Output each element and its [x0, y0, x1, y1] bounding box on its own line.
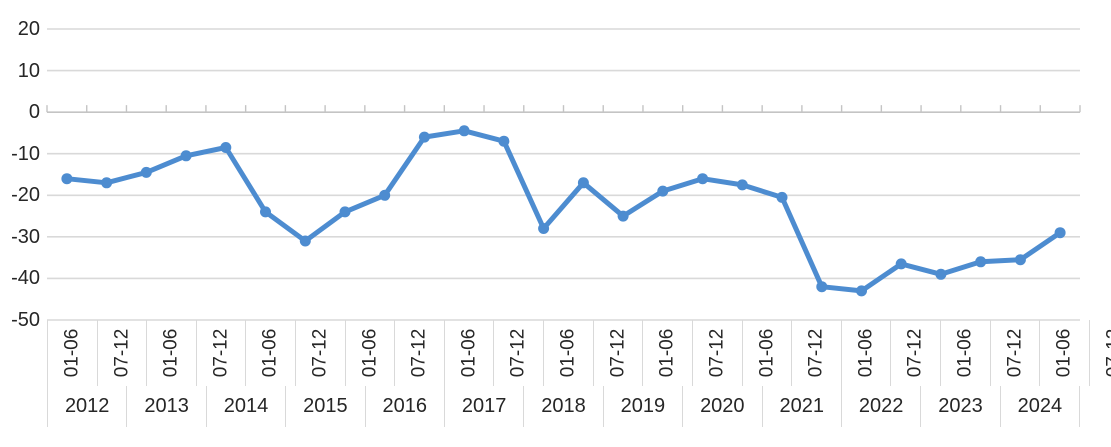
x-halfyear-label: 01-06: [61, 328, 83, 378]
data-point: [61, 173, 73, 185]
y-axis-tick-label: -10: [11, 142, 40, 165]
x-halfyear-label: 01-06: [160, 328, 182, 378]
x-axis: 01-06 07-12 01-06 07-12 01-06 07-12 01-06 07-12…: [47, 320, 1111, 427]
y-axis-tick-label: -50: [11, 308, 40, 331]
x-halfyear-label: 07-12: [408, 328, 430, 378]
data-point: [299, 235, 311, 247]
x-halfyear-cell: 07-12: [98, 320, 148, 386]
data-point: [418, 131, 430, 143]
x-halfyear-label: 07-12: [210, 328, 232, 378]
x-year-label: 2014: [207, 386, 287, 427]
x-halfyear-label: 01-06: [259, 328, 281, 378]
x-halfyear-label: 07-12: [1003, 328, 1025, 378]
x-year-label: 2016: [366, 386, 445, 427]
data-point: [1014, 254, 1026, 266]
x-year-label: 2013: [127, 386, 207, 427]
data-point: [895, 258, 907, 270]
x-halfyear-label: 07-12: [507, 328, 529, 378]
x-halfyear-cell: 01-06: [544, 320, 594, 386]
data-point: [816, 281, 828, 293]
data-point: [856, 285, 867, 297]
x-halfyear-label: 07-12: [110, 328, 132, 378]
data-line: [64, 128, 1063, 294]
x-halfyear-cell: 07-12: [594, 320, 644, 386]
x-halfyear-label: 01-06: [755, 328, 777, 378]
y-axis-tick-label: 0: [28, 101, 40, 124]
x-halfyear-cell: 07-12: [792, 320, 842, 386]
y-axis-tick-label: -40: [11, 267, 40, 290]
x-halfyear-cell: 01-06: [346, 320, 396, 386]
data-point: [101, 177, 113, 189]
x-halfyear-cell: 07-12: [891, 320, 941, 386]
x-halfyear-cell: 01-06: [48, 320, 98, 386]
x-halfyear-label: 07-12: [309, 328, 331, 378]
x-year-label: 2024: [1001, 386, 1081, 427]
data-point: [617, 210, 629, 222]
x-halfyear-cell: 01-06: [445, 320, 495, 386]
data-point: [577, 177, 589, 189]
data-point: [776, 191, 788, 203]
x-year-label: 2020: [683, 386, 763, 427]
data-point: [975, 256, 987, 268]
x-year-label: 2017: [445, 386, 525, 427]
data-point: [260, 206, 271, 218]
x-halfyear-label: 07-12: [706, 328, 728, 378]
data-point: [498, 135, 510, 147]
x-year-label: 2019: [604, 386, 684, 427]
data-point: [458, 125, 470, 137]
data-point: [379, 189, 391, 201]
x-halfyear-label: 01-06: [855, 328, 877, 378]
x-halfyear-cell: 01-06: [1040, 320, 1090, 386]
x-halfyear-cell: 07-12: [395, 320, 445, 386]
x-halfyear-label: 07-12: [904, 328, 926, 378]
x-year-label: 2021: [763, 386, 842, 427]
x-halfyear-label: 01-06: [1053, 328, 1075, 378]
data-point: [339, 206, 351, 218]
x-halfyear-cell: 01-06: [643, 320, 693, 386]
data-point: [220, 142, 232, 153]
x-halfyear-cell: 01-06: [743, 320, 793, 386]
x-halfyear-cell: 01-06: [842, 320, 892, 386]
x-halfyear-cell: 07-12: [197, 320, 247, 386]
x-halfyear-label: 01-06: [954, 328, 976, 378]
x-axis-year-row: 2012 2013 2014 2015 2016 2017 2018 2019 2020 2021…: [47, 386, 1081, 427]
data-point: [736, 179, 748, 191]
x-halfyear-cell: 01-06: [246, 320, 297, 386]
x-halfyear-label: 01-06: [656, 328, 678, 378]
x-halfyear-cell: 01-06: [147, 320, 197, 386]
x-halfyear-label: 07-12: [1103, 328, 1111, 378]
data-point: [180, 150, 192, 162]
x-year-label: 2018: [524, 386, 604, 427]
x-halfyear-cell: 07-12: [991, 320, 1041, 386]
x-year-label: 2012: [48, 386, 128, 427]
y-axis-labels: 20 10 0 -10 -20 -30 -40 -50: [0, 0, 40, 340]
data-point: [657, 185, 669, 197]
x-halfyear-cell: 07-12: [296, 320, 346, 386]
y-axis-tick-label: -20: [11, 184, 40, 207]
x-year-label: 2015: [286, 386, 366, 427]
x-axis-halfyear-row: 01-06 07-12 01-06 07-12 01-06 07-12 01-06 07-12…: [47, 320, 1111, 386]
y-axis-tick-label: 10: [17, 59, 40, 82]
y-axis-tick-label: 20: [17, 18, 40, 40]
x-halfyear-cell: 07-12: [1090, 320, 1111, 386]
x-halfyear-label: 01-06: [358, 328, 380, 378]
x-halfyear-label: 07-12: [607, 328, 629, 378]
x-halfyear-cell: 07-12: [693, 320, 743, 386]
x-halfyear-cell: 07-12: [494, 320, 545, 386]
data-point: [538, 223, 550, 234]
x-halfyear-label: 01-06: [557, 328, 579, 378]
data-point: [697, 173, 709, 185]
data-point: [140, 166, 152, 178]
data-point: [935, 268, 947, 280]
x-year-label: 2022: [842, 386, 922, 427]
x-halfyear-label: 01-06: [458, 328, 480, 378]
y-axis-tick-label: -30: [11, 225, 40, 248]
x-halfyear-label: 07-12: [805, 328, 827, 378]
x-halfyear-cell: 01-06: [941, 320, 991, 386]
x-year-label: 2023: [921, 386, 1001, 427]
data-point: [1054, 227, 1066, 239]
